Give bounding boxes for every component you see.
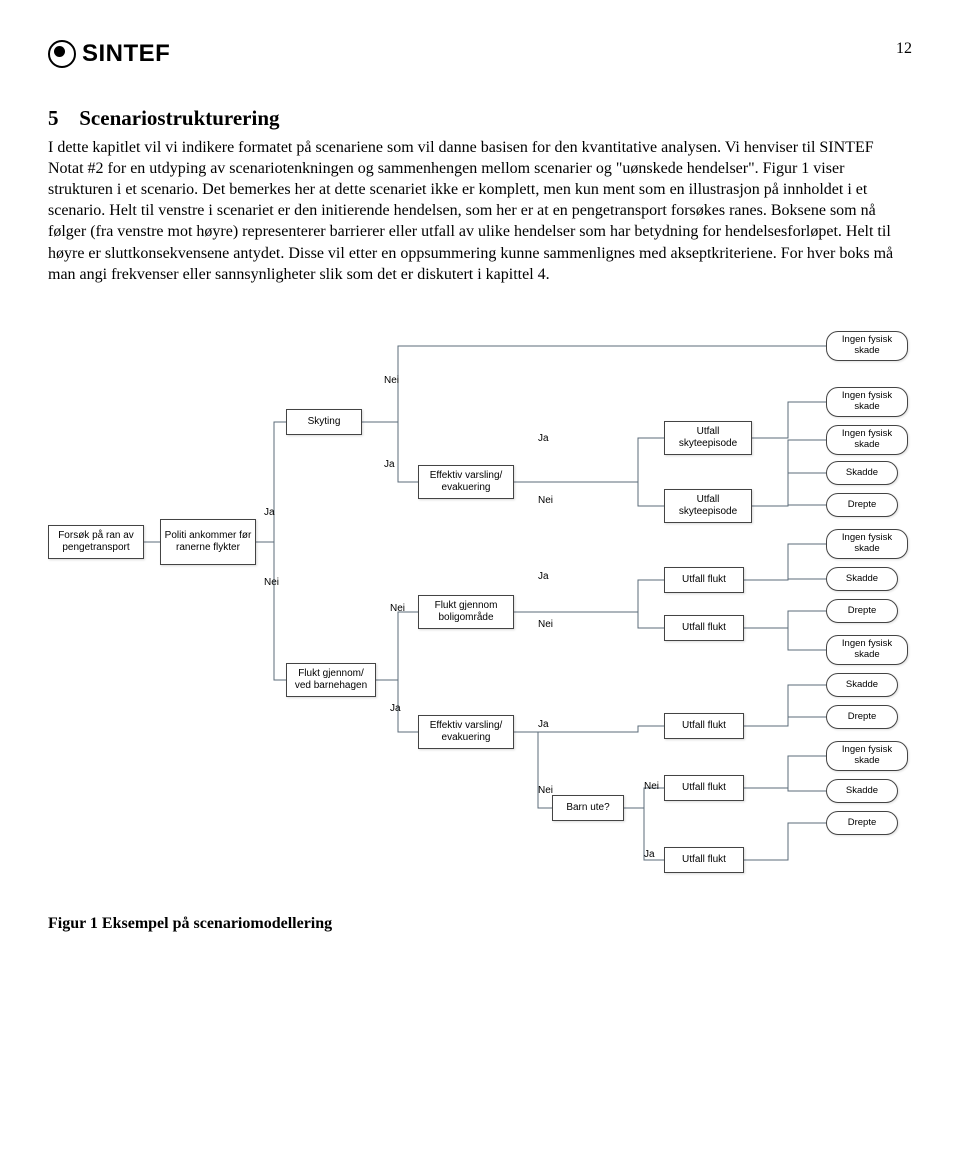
section-body: I dette kapitlet vil vi indikere formate… bbox=[48, 137, 912, 285]
diagram-outcome: Skadde bbox=[826, 673, 898, 697]
diagram-node: Flukt gjennom/ ved barnehagen bbox=[286, 663, 376, 697]
diagram-outcome: Ingen fysisk skade bbox=[826, 331, 908, 361]
edge-label: Nei bbox=[538, 785, 553, 796]
diagram-outcome: Ingen fysisk skade bbox=[826, 529, 908, 559]
scenario-diagram: Forsøk på ran av pengetransport Politi an… bbox=[48, 315, 928, 895]
diagram-node: Utfall flukt bbox=[664, 775, 744, 801]
diagram-outcome: Ingen fysisk skade bbox=[826, 635, 908, 665]
diagram-node: Utfall skyteepisode bbox=[664, 489, 752, 523]
diagram-outcome: Skadde bbox=[826, 567, 898, 591]
diagram-node: Effektiv varsling/ evakuering bbox=[418, 465, 514, 499]
section-heading: 5 Scenariostrukturering bbox=[48, 106, 912, 131]
brand-logo: SINTEF bbox=[48, 40, 170, 68]
diagram-node: Flukt gjennom boligområde bbox=[418, 595, 514, 629]
logo-mark-icon bbox=[48, 40, 76, 68]
diagram-outcome: Ingen fysisk skade bbox=[826, 425, 908, 455]
diagram-node: Utfall flukt bbox=[664, 567, 744, 593]
section-title: Scenariostrukturering bbox=[79, 106, 279, 130]
diagram-outcome: Drepte bbox=[826, 811, 898, 835]
edge-label: Ja bbox=[644, 849, 655, 860]
diagram-outcome: Drepte bbox=[826, 493, 898, 517]
edge-label: Ja bbox=[390, 703, 401, 714]
edge-label: Ja bbox=[384, 459, 395, 470]
diagram-node: Utfall flukt bbox=[664, 847, 744, 873]
brand-name: SINTEF bbox=[82, 40, 170, 68]
diagram-node: Skyting bbox=[286, 409, 362, 435]
diagram-node: Utfall flukt bbox=[664, 713, 744, 739]
edge-label: Nei bbox=[538, 619, 553, 630]
edge-label: Ja bbox=[538, 719, 549, 730]
edge-label: Nei bbox=[644, 781, 659, 792]
diagram-node: Forsøk på ran av pengetransport bbox=[48, 525, 144, 559]
diagram-node: Utfall skyteepisode bbox=[664, 421, 752, 455]
diagram-node: Barn ute? bbox=[552, 795, 624, 821]
edge-label: Nei bbox=[384, 375, 399, 386]
edge-label: Nei bbox=[264, 577, 279, 588]
page-number: 12 bbox=[896, 40, 912, 58]
diagram-outcome: Drepte bbox=[826, 705, 898, 729]
diagram-node: Utfall flukt bbox=[664, 615, 744, 641]
diagram-outcome: Ingen fysisk skade bbox=[826, 387, 908, 417]
page-header: SINTEF 12 bbox=[48, 40, 912, 68]
edge-label: Nei bbox=[390, 603, 405, 614]
diagram-outcome: Skadde bbox=[826, 461, 898, 485]
diagram-outcome: Ingen fysisk skade bbox=[826, 741, 908, 771]
diagram-outcome: Skadde bbox=[826, 779, 898, 803]
edge-label: Ja bbox=[538, 433, 549, 444]
edge-label: Nei bbox=[538, 495, 553, 506]
edge-label: Ja bbox=[538, 571, 549, 582]
edge-label: Ja bbox=[264, 507, 275, 518]
diagram-node: Effektiv varsling/ evakuering bbox=[418, 715, 514, 749]
diagram-node: Politi ankommer før ranerne flykter bbox=[160, 519, 256, 565]
section-number: 5 bbox=[48, 106, 74, 131]
diagram-outcome: Drepte bbox=[826, 599, 898, 623]
figure-caption: Figur 1 Eksempel på scenariomodellering bbox=[48, 915, 912, 933]
